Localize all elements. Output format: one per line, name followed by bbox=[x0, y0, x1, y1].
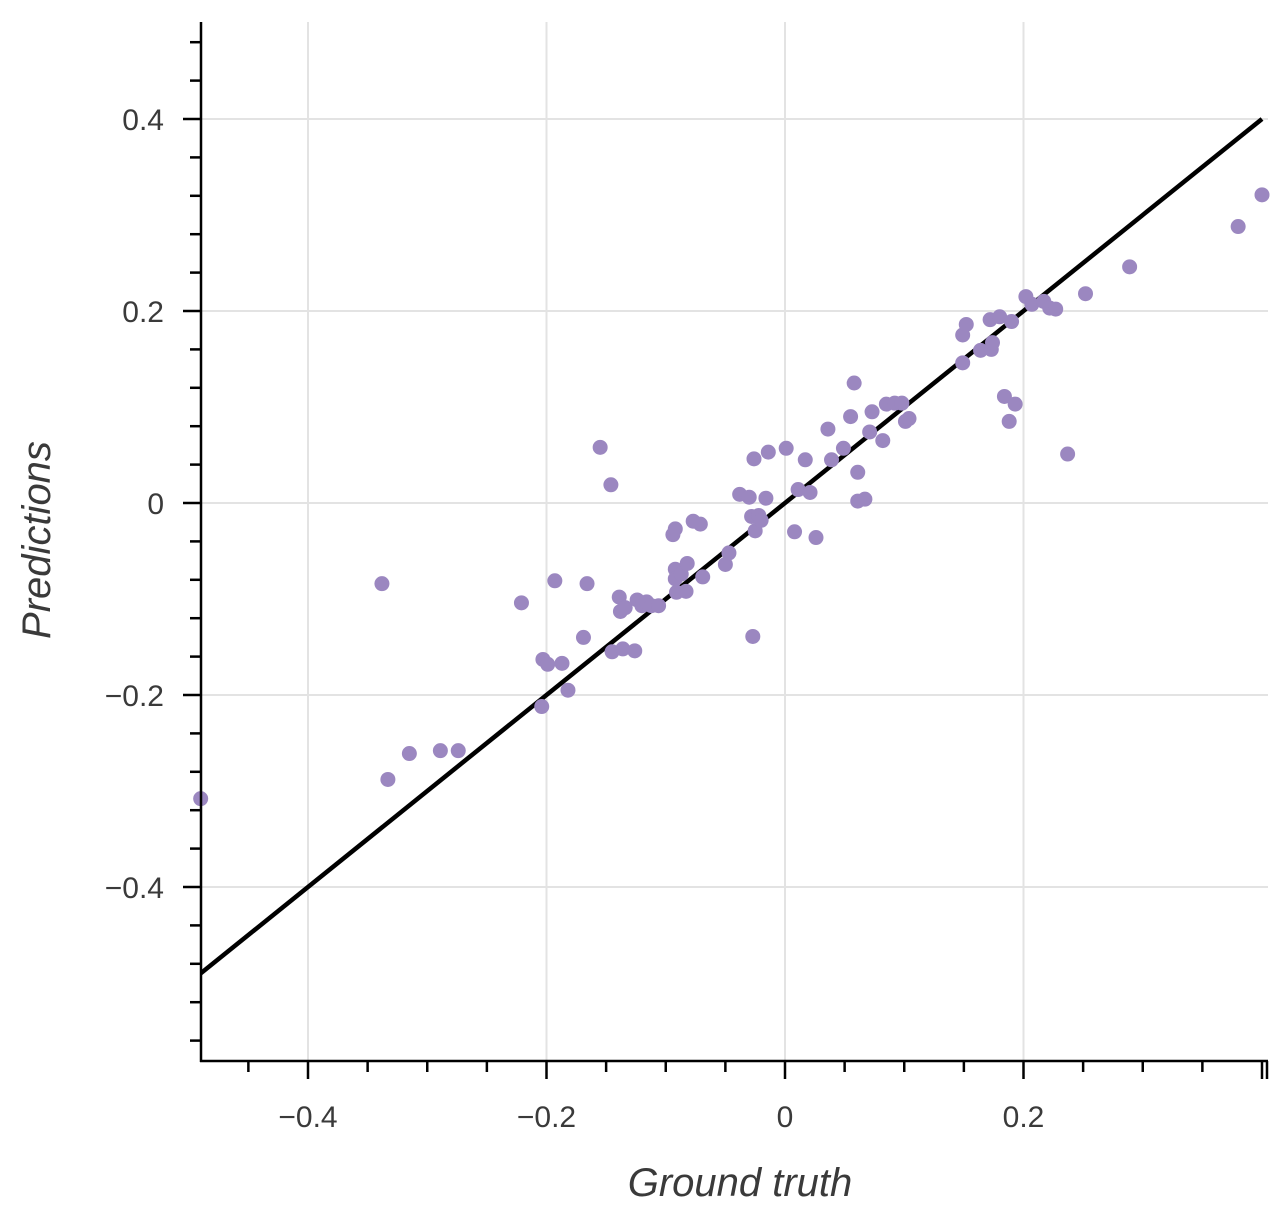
data-point bbox=[615, 641, 631, 657]
data-point bbox=[992, 309, 1008, 325]
data-point bbox=[678, 583, 694, 599]
y-tick-label: 0.4 bbox=[122, 104, 164, 137]
data-point bbox=[802, 484, 818, 500]
data-point bbox=[450, 743, 466, 759]
data-point bbox=[955, 355, 971, 371]
data-point bbox=[592, 439, 608, 455]
data-points bbox=[193, 187, 1270, 807]
y-tick-label: 0.2 bbox=[122, 296, 164, 329]
data-point bbox=[1230, 219, 1246, 235]
data-point bbox=[1007, 396, 1023, 412]
data-point bbox=[857, 491, 873, 507]
data-point bbox=[1048, 301, 1064, 317]
x-tick-label: 0 bbox=[777, 1101, 794, 1134]
x-tick-label: −0.4 bbox=[278, 1101, 337, 1134]
data-point bbox=[579, 576, 595, 592]
data-point bbox=[894, 395, 910, 411]
data-point bbox=[741, 489, 757, 505]
data-point bbox=[1024, 296, 1040, 312]
data-point bbox=[787, 524, 803, 540]
data-point bbox=[1254, 187, 1270, 203]
data-point bbox=[547, 573, 563, 589]
x-tick-label: 0.2 bbox=[1003, 1101, 1045, 1134]
data-point bbox=[862, 424, 878, 440]
gridlines bbox=[201, 22, 1268, 1061]
data-point bbox=[758, 490, 774, 506]
data-point bbox=[432, 743, 448, 759]
data-point bbox=[717, 556, 733, 572]
data-point bbox=[667, 521, 683, 537]
data-point bbox=[808, 530, 824, 546]
data-point bbox=[973, 342, 989, 358]
data-point bbox=[1001, 413, 1017, 429]
data-point bbox=[534, 699, 550, 715]
data-point bbox=[835, 440, 851, 456]
data-point bbox=[603, 477, 619, 493]
data-point bbox=[554, 655, 570, 671]
data-point bbox=[824, 452, 840, 468]
y-axis-title: Predictions bbox=[15, 441, 59, 639]
data-point bbox=[760, 444, 776, 460]
data-point bbox=[820, 421, 836, 437]
data-point bbox=[721, 545, 737, 561]
data-point bbox=[679, 555, 695, 571]
data-point bbox=[1122, 259, 1138, 275]
data-point bbox=[745, 628, 761, 644]
data-point bbox=[651, 598, 667, 614]
data-point bbox=[1060, 446, 1076, 462]
tick-marks bbox=[183, 40, 1269, 1079]
data-point bbox=[540, 656, 556, 672]
data-point bbox=[401, 746, 417, 762]
data-point bbox=[692, 516, 708, 532]
data-point bbox=[875, 433, 891, 449]
data-point bbox=[984, 335, 1000, 351]
tick-labels: −0.4 −0.2 0 0.2 0.4 0.2 0 −0.2 −0.4 bbox=[105, 104, 1045, 1134]
data-point bbox=[850, 464, 866, 480]
data-point bbox=[575, 629, 591, 645]
x-tick-label: −0.2 bbox=[517, 1101, 576, 1134]
data-point bbox=[864, 404, 880, 420]
data-point bbox=[374, 576, 390, 592]
data-point bbox=[617, 600, 633, 616]
data-point bbox=[695, 569, 711, 585]
data-point bbox=[513, 595, 529, 611]
y-tick-label: −0.4 bbox=[105, 872, 164, 905]
data-point bbox=[843, 409, 859, 425]
data-point bbox=[746, 451, 762, 467]
y-tick-label: −0.2 bbox=[105, 680, 164, 713]
data-point bbox=[1078, 286, 1094, 302]
data-point bbox=[627, 643, 643, 659]
data-point bbox=[560, 682, 576, 698]
data-point bbox=[1004, 314, 1020, 330]
y-tick-label: 0 bbox=[147, 488, 164, 521]
data-point bbox=[753, 512, 769, 528]
data-point bbox=[778, 440, 794, 456]
data-point bbox=[797, 452, 813, 468]
data-point bbox=[958, 316, 974, 332]
data-point bbox=[380, 771, 396, 787]
data-point bbox=[846, 375, 862, 391]
x-axis-title: Ground truth bbox=[628, 1161, 853, 1205]
data-point bbox=[996, 388, 1012, 404]
data-point bbox=[790, 482, 806, 498]
data-point bbox=[901, 411, 917, 427]
